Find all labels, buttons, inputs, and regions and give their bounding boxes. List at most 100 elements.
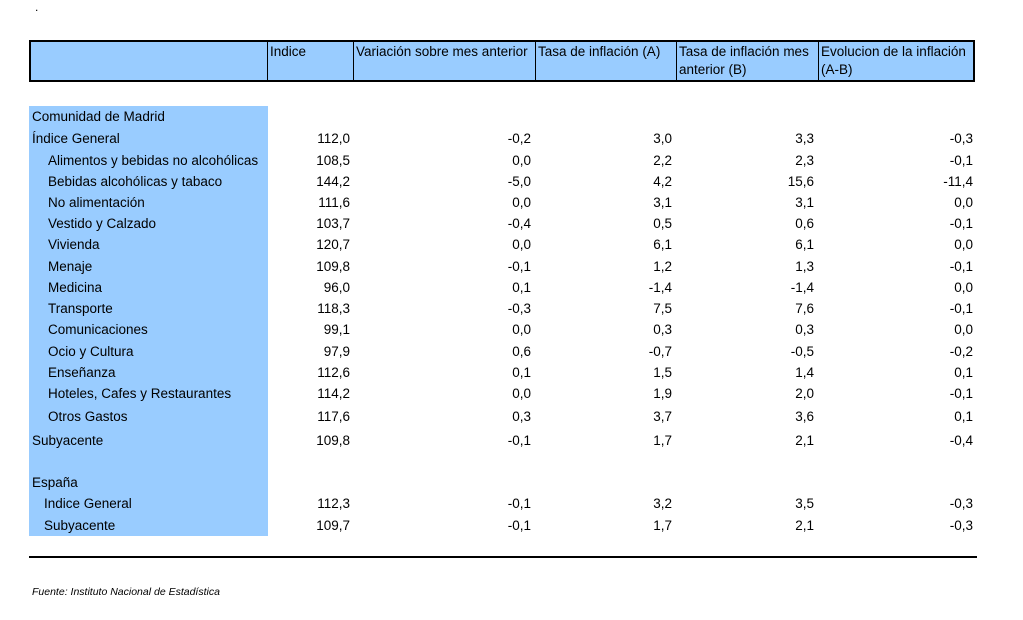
row-label: Enseñanza bbox=[48, 365, 116, 380]
cell-value: -0,1 bbox=[507, 496, 531, 511]
cell-value: 3,0 bbox=[653, 131, 672, 146]
cell-value: 0,0 bbox=[512, 195, 531, 210]
row-label: Hoteles, Cafes y Restaurantes bbox=[48, 386, 232, 401]
cell-value: 0,1 bbox=[954, 409, 973, 424]
cell-value: 1,9 bbox=[653, 386, 672, 401]
cell-value: 2,3 bbox=[795, 153, 814, 168]
cell-value: 0,0 bbox=[954, 237, 973, 252]
cell-value: 1,2 bbox=[653, 259, 672, 274]
cell-value: 0,0 bbox=[954, 195, 973, 210]
cell-value: 1,4 bbox=[795, 365, 814, 380]
cell-value: 0,0 bbox=[512, 153, 531, 168]
cell-value: 2,1 bbox=[795, 433, 814, 448]
row-label: Alimentos y bebidas no alcohólicas bbox=[48, 153, 259, 168]
row-label: Subyacente bbox=[32, 433, 104, 448]
cell-value: -1,4 bbox=[790, 280, 814, 295]
cell-value: 0,0 bbox=[512, 386, 531, 401]
cell-value: 0,5 bbox=[653, 216, 672, 231]
cell-value: 109,8 bbox=[316, 259, 350, 274]
cell-value: -11,4 bbox=[943, 174, 973, 189]
cell-value: 112,6 bbox=[317, 365, 350, 380]
cell-value: -0,1 bbox=[949, 259, 973, 274]
row-label: Bebidas alcohólicas y tabaco bbox=[48, 174, 223, 189]
cell-value: 1,5 bbox=[653, 365, 672, 380]
table-row: Vivienda 120,7 0,0 6,1 6,1 0,0 bbox=[29, 235, 975, 255]
header-tasa-a: Tasa de inflación (A) bbox=[535, 42, 676, 80]
cell-value: -0,1 bbox=[507, 433, 531, 448]
cell-value: 3,5 bbox=[795, 496, 814, 511]
cell-value: 0,0 bbox=[512, 237, 531, 252]
cell-value: 0,6 bbox=[795, 216, 814, 231]
cell-value: 0,6 bbox=[512, 344, 531, 359]
cell-value: 2,1 bbox=[795, 518, 814, 533]
cell-value: 0,3 bbox=[653, 322, 672, 337]
row-label: Indice General bbox=[44, 496, 132, 511]
table-row: Medicina 96,0 0,1 -1,4 -1,4 0,0 bbox=[29, 278, 975, 298]
table-row: Subyacente 109,8 -0,1 1,7 2,1 -0,4 bbox=[29, 431, 975, 451]
cell-value: 112,0 bbox=[317, 131, 350, 146]
section-heading: España bbox=[29, 473, 975, 493]
section-label: Comunidad de Madrid bbox=[32, 109, 165, 124]
cell-value: 3,2 bbox=[653, 496, 672, 511]
source-note: Fuente: Instituto Nacional de Estadístic… bbox=[32, 586, 220, 598]
cell-value: 2,2 bbox=[653, 153, 672, 168]
row-label: No alimentación bbox=[48, 195, 145, 210]
cell-value: 0,1 bbox=[954, 365, 973, 380]
cell-value: 15,6 bbox=[787, 174, 814, 189]
cell-value: -0,2 bbox=[949, 344, 973, 359]
row-label: Medicina bbox=[48, 280, 103, 295]
row-label: Vestido y Calzado bbox=[48, 216, 157, 231]
cell-value: 118,3 bbox=[317, 301, 350, 316]
cell-value: 109,7 bbox=[316, 518, 350, 533]
row-label: Vivienda bbox=[48, 237, 100, 252]
table-row: Hoteles, Cafes y Restaurantes 114,2 0,0 1,9… bbox=[29, 384, 975, 404]
cell-value: -0,2 bbox=[507, 131, 531, 146]
cell-value: 99,1 bbox=[323, 322, 350, 337]
cell-value: 1,7 bbox=[653, 433, 672, 448]
cell-value: -0,4 bbox=[949, 433, 973, 448]
cell-value: -0,1 bbox=[949, 301, 973, 316]
cell-value: -0,3 bbox=[507, 301, 531, 316]
section-label: España bbox=[32, 475, 78, 490]
row-label: Ocio y Cultura bbox=[48, 344, 134, 359]
header-evolucion: Evolucion de la inflación (A-B) bbox=[818, 42, 973, 80]
cell-value: 112,3 bbox=[317, 496, 350, 511]
cell-value: 6,1 bbox=[795, 237, 814, 252]
cell-value: 0,3 bbox=[795, 322, 814, 337]
cell-value: 4,2 bbox=[653, 174, 672, 189]
cell-value: 3,3 bbox=[795, 131, 814, 146]
cell-value: 0,3 bbox=[512, 409, 531, 424]
cell-value: -0,1 bbox=[949, 216, 973, 231]
cell-value: -5,0 bbox=[507, 174, 531, 189]
table-row: No alimentación 111,6 0,0 3,1 3,1 0,0 bbox=[29, 193, 975, 213]
cell-value: 108,5 bbox=[316, 153, 350, 168]
table-row: Otros Gastos 117,6 0,3 3,7 3,6 0,1 bbox=[29, 407, 975, 427]
table-row: Ocio y Cultura 97,9 0,6 -0,7 -0,5 -0,2 bbox=[29, 342, 975, 362]
cell-value: 0,0 bbox=[512, 322, 531, 337]
cell-value: -1,4 bbox=[648, 280, 672, 295]
cell-value: 7,6 bbox=[795, 301, 814, 316]
header-variacion: Variación sobre mes anterior bbox=[353, 42, 535, 80]
cell-value: 1,7 bbox=[653, 518, 672, 533]
table-row: Subyacente 109,7 -0,1 1,7 2,1 -0,3 bbox=[29, 516, 975, 536]
row-label: Menaje bbox=[48, 259, 93, 274]
cell-value: 96,0 bbox=[323, 280, 350, 295]
table-row: Enseñanza 112,6 0,1 1,5 1,4 0,1 bbox=[29, 363, 975, 383]
cell-value: 97,9 bbox=[323, 344, 350, 359]
table-row: Vestido y Calzado 103,7 -0,4 0,5 0,6 -0,1 bbox=[29, 214, 975, 234]
cell-value: 111,6 bbox=[318, 195, 350, 210]
table-bottom-rule bbox=[29, 556, 977, 558]
cell-value: 0,1 bbox=[512, 280, 531, 295]
cell-value: -0,4 bbox=[507, 216, 531, 231]
section-heading: Comunidad de Madrid bbox=[29, 107, 975, 127]
label-column-background bbox=[29, 106, 268, 536]
table-row: Comunicaciones 99,1 0,0 0,3 0,3 0,0 bbox=[29, 320, 975, 340]
row-label: Comunicaciones bbox=[48, 322, 148, 337]
cell-value: 6,1 bbox=[653, 237, 672, 252]
cell-value: 109,8 bbox=[316, 433, 350, 448]
cell-value: -0,5 bbox=[790, 344, 814, 359]
cell-value: 3,7 bbox=[653, 409, 672, 424]
table-row: Índice General 112,0 -0,2 3,0 3,3 -0,3 bbox=[29, 129, 975, 149]
cell-value: -0,1 bbox=[949, 386, 973, 401]
cell-value: 1,3 bbox=[795, 259, 814, 274]
